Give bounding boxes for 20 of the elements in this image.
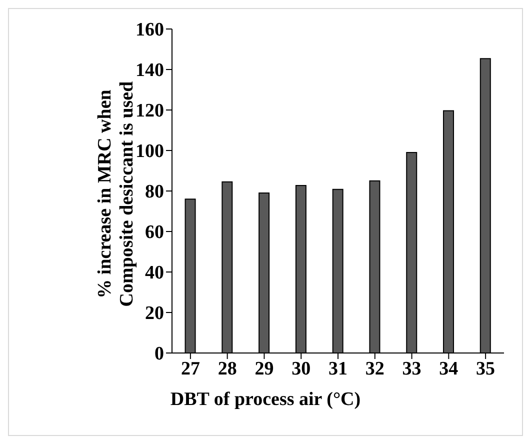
y-axis-title: % increase in MRC when Composite desiccant is used	[94, 80, 138, 307]
x-axis-title: DBT of process air (°C)	[169, 389, 362, 411]
y-tick-label: 120	[136, 100, 164, 122]
x-tick-label: 32	[365, 358, 384, 380]
y-tick-label: 0	[154, 344, 164, 365]
y-tick-label: 20	[145, 303, 164, 324]
y-tick-label: 100	[136, 141, 164, 162]
x-tick-label: 35	[476, 358, 496, 380]
x-tick-label: 30	[292, 358, 311, 380]
y-tick-label: 80	[145, 182, 164, 203]
x-tick-label: 29	[254, 358, 274, 380]
y-tick-label: 160	[136, 20, 164, 41]
x-tick-label: 34	[439, 358, 459, 380]
x-tick-label: 31	[328, 358, 348, 380]
x-tick-label: 27	[180, 358, 200, 380]
x-tick-label: 28	[218, 358, 237, 380]
y-tick-label: 140	[136, 60, 164, 82]
y-tick-label: 60	[145, 222, 164, 244]
x-tick-label: 33	[402, 358, 422, 380]
y-tick-label: 40	[145, 262, 164, 284]
